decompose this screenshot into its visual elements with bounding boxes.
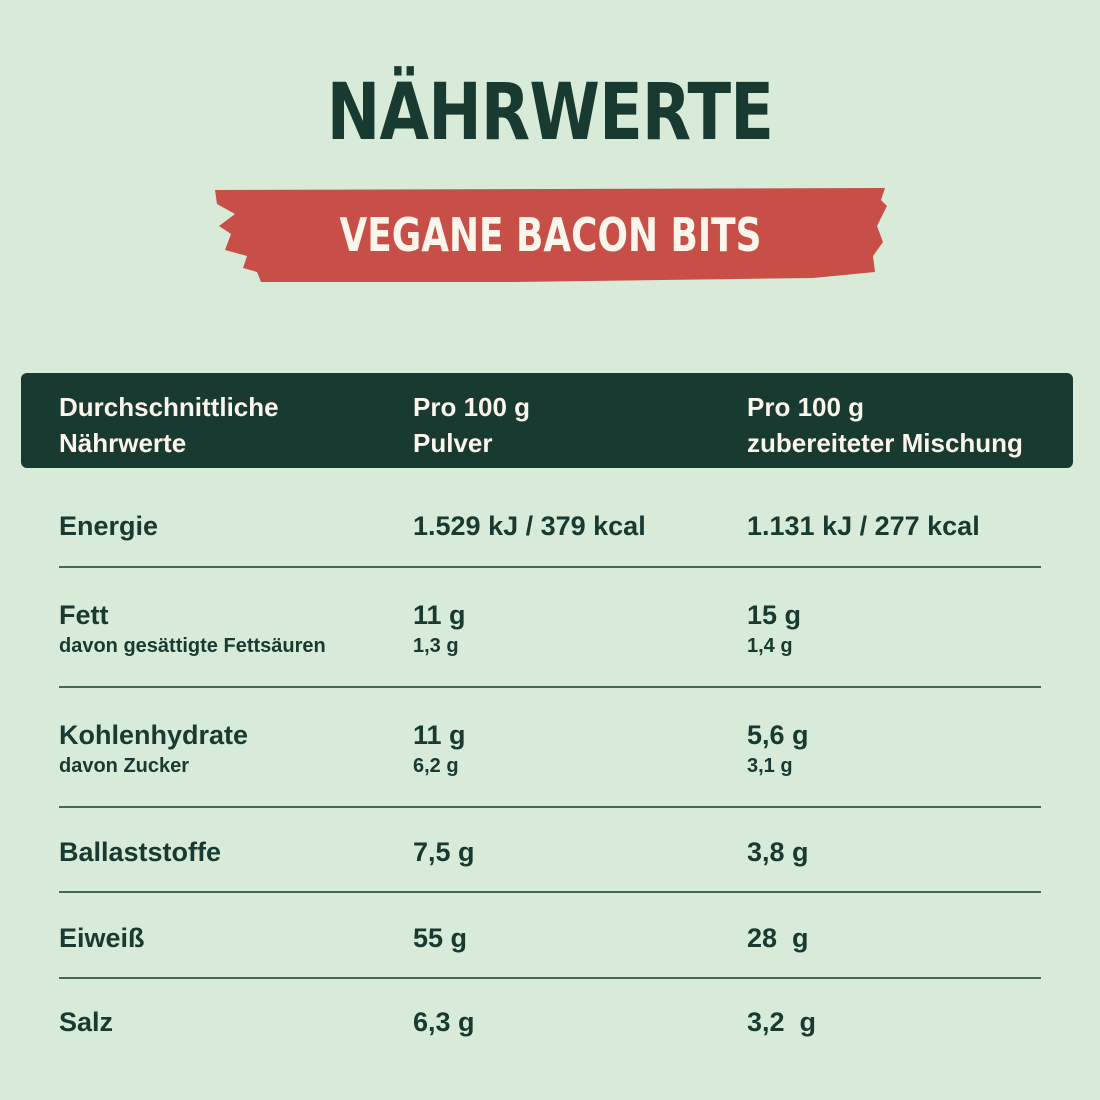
row-divider <box>59 566 1041 568</box>
row-label: Salz <box>59 1007 114 1037</box>
header-powder: Pro 100 g Pulver <box>413 389 530 461</box>
header-prepared: Pro 100 g zubereiteter Mischung <box>747 389 1023 461</box>
prepared-value: 15 g <box>747 600 802 630</box>
prepared-value: 3,2 g <box>747 1007 817 1037</box>
sub-powder-value: 1,3 g <box>413 635 459 657</box>
page-title: NÄHRWERTE <box>326 68 774 158</box>
powder-value: 1.529 kJ / 379 kcal <box>413 511 646 541</box>
brush-stroke-shape <box>215 188 887 282</box>
prepared-value: 5,6 g <box>747 720 809 750</box>
header-line: Pro 100 g <box>413 392 531 422</box>
table-header: Durchschnittliche Nährwerte Pro 100 g Pu… <box>21 373 1073 468</box>
powder-value: 6,3 g <box>413 1007 475 1037</box>
row-label: Energie <box>59 511 159 541</box>
sub-powder-value: 6,2 g <box>413 755 459 777</box>
header-line: Pulver <box>413 428 493 458</box>
sub-label: davon gesättigte Fettsäuren <box>59 635 326 657</box>
header-nutrients: Durchschnittliche Nährwerte <box>59 389 279 461</box>
product-banner: VEGANE BACON BITS <box>213 186 888 284</box>
row-divider <box>59 806 1041 808</box>
row-label: Ballaststoffe <box>59 837 222 867</box>
prepared-value: 1.131 kJ / 277 kcal <box>747 511 980 541</box>
product-name: VEGANE BACON BITS <box>339 208 762 262</box>
row-label: Kohlenhydrate <box>59 720 249 750</box>
sub-prepared-value: 1,4 g <box>747 635 793 657</box>
powder-value: 55 g <box>413 923 468 953</box>
header-line: Pro 100 g <box>747 392 865 422</box>
header-line: Nährwerte <box>59 428 187 458</box>
prepared-value: 3,8 g <box>747 837 809 867</box>
header-line: Durchschnittliche <box>59 392 279 422</box>
header-line: zubereiteter Mischung <box>747 428 1023 458</box>
row-divider <box>59 686 1041 688</box>
powder-value: 7,5 g <box>413 837 475 867</box>
powder-value: 11 g <box>413 600 466 630</box>
row-label: Fett <box>59 600 109 630</box>
powder-value: 11 g <box>413 720 466 750</box>
sub-label: davon Zucker <box>59 755 190 777</box>
prepared-value: 28 g <box>747 923 809 953</box>
sub-prepared-value: 3,1 g <box>747 755 793 777</box>
row-label: Eiweiß <box>59 923 145 953</box>
row-divider <box>59 977 1041 979</box>
row-divider <box>59 891 1041 893</box>
